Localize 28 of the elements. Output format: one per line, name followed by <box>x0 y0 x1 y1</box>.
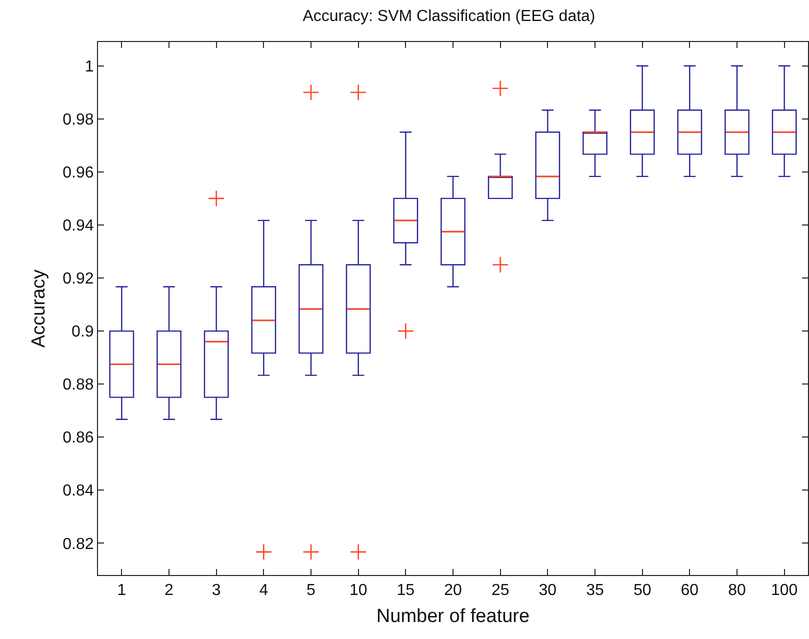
x-tick-label: 50 <box>633 582 652 600</box>
x-tick-label: 35 <box>586 582 604 600</box>
y-tick-label: 0.9 <box>72 324 94 341</box>
x-tick-label: 15 <box>396 582 415 600</box>
y-tick-label: 1 <box>84 58 94 76</box>
y-tick-label: 0.82 <box>62 536 94 553</box>
x-tick-label: 100 <box>770 582 798 600</box>
y-tick-label: 0.98 <box>62 112 94 128</box>
y-tick-label: 0.96 <box>62 164 94 182</box>
y-tick-label: 0.92 <box>62 270 94 288</box>
x-tick-label: 1 <box>117 582 126 600</box>
x-tick-label: 80 <box>728 582 746 600</box>
y-tick-label: 0.86 <box>62 430 94 447</box>
y-tick-label: 0.94 <box>62 218 94 235</box>
x-tick-label: 60 <box>680 582 699 600</box>
x-tick-label: 3 <box>212 582 221 600</box>
y-tick-label: 0.84 <box>62 482 94 500</box>
x-tick-label: 25 <box>491 582 510 600</box>
x-tick-label: 5 <box>306 582 316 600</box>
chart-title: Accuracy: SVM Classification (EEG data) <box>302 8 596 25</box>
x-tick-label: 10 <box>349 582 368 600</box>
x-tick-label: 2 <box>164 582 174 600</box>
x-tick-label: 4 <box>259 582 268 600</box>
x-axis-title: Number of feature <box>376 606 530 627</box>
x-tick-label: 20 <box>444 582 462 600</box>
x-tick-label: 30 <box>538 582 557 600</box>
y-tick-label: 0.88 <box>62 376 94 394</box>
y-axis-title: Accuracy <box>28 268 50 348</box>
